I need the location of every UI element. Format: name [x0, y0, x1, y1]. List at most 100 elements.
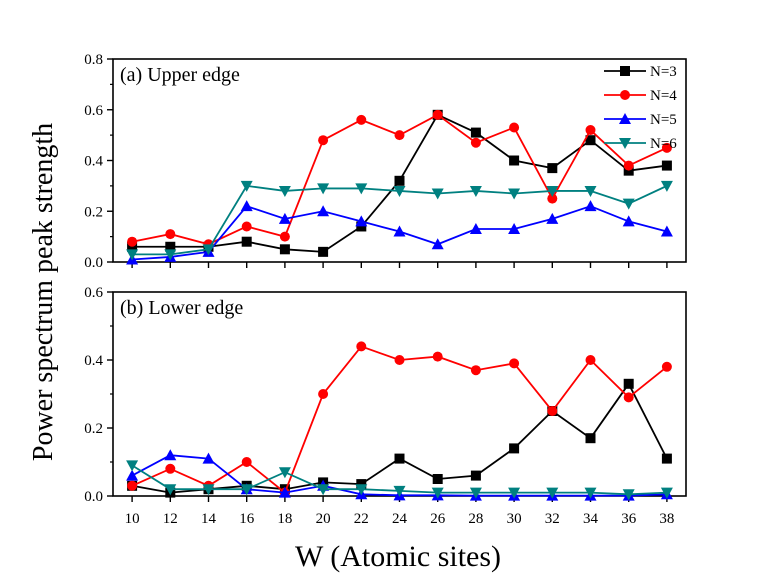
legend-marker: [620, 90, 630, 100]
data-point: [356, 479, 367, 490]
data-point: [165, 229, 176, 240]
legend: N=3 N=4 N=5 N=6: [604, 64, 677, 152]
data-point: [279, 231, 290, 242]
data-point: [279, 244, 290, 255]
data-point: [278, 185, 291, 197]
data-point: [394, 453, 405, 464]
y-tick-label: 0.2: [84, 421, 103, 437]
series-n3: [127, 378, 672, 498]
series-n6: [126, 460, 673, 501]
data-point: [278, 486, 291, 498]
data-point: [126, 249, 139, 261]
legend-label: N=5: [650, 112, 677, 128]
data-point: [356, 114, 367, 125]
data-point: [431, 188, 444, 200]
data-point: [356, 221, 367, 232]
data-point: [584, 185, 597, 197]
data-point: [469, 223, 482, 235]
data-point: [240, 484, 253, 496]
data-point: [165, 463, 176, 474]
data-point: [164, 249, 177, 261]
data-point: [164, 484, 177, 496]
data-point: [509, 155, 520, 166]
data-point: [202, 244, 215, 256]
data-point: [509, 443, 520, 454]
data-point: [318, 135, 329, 146]
y-tick-label: 0.8: [84, 52, 103, 68]
data-point: [546, 487, 559, 499]
data-point: [585, 135, 596, 146]
legend-marker: [620, 66, 630, 76]
data-point: [432, 474, 443, 484]
data-point: [508, 188, 521, 200]
data-point: [509, 122, 520, 133]
data-point: [547, 163, 558, 174]
panel-title: (a) Upper edge: [120, 64, 240, 86]
series-n4: [127, 341, 672, 498]
data-point: [241, 457, 252, 467]
data-point: [660, 180, 673, 192]
data-point: [469, 185, 482, 197]
data-point: [660, 487, 673, 499]
legend-item: N=5: [604, 112, 677, 128]
y-tick-label: 0.2: [84, 204, 103, 220]
legend-marker: [619, 138, 631, 149]
x-tick-label: 26: [430, 511, 446, 527]
data-point: [661, 453, 672, 464]
data-point: [317, 484, 330, 496]
data-point: [623, 160, 634, 171]
data-point: [127, 236, 138, 247]
x-tick-label: 16: [239, 511, 255, 527]
data-point: [355, 183, 368, 195]
data-point: [393, 485, 406, 497]
y-tick-label: 0.6: [84, 103, 103, 119]
legend-item: N=6: [604, 136, 677, 152]
x-tick-label: 18: [277, 511, 292, 527]
data-point: [547, 406, 558, 416]
x-tick-label: 34: [583, 511, 599, 527]
panel-lower-edge: 0.0 0.2 0.4 0.6 10 12 14 16 18 20 22 24 26 28 30 32 34 36…: [84, 285, 687, 527]
panel-title: (b) Lower edge: [120, 297, 243, 319]
data-point: [623, 165, 634, 176]
data-point: [431, 238, 444, 250]
y-tick-label: 0.0: [84, 489, 103, 505]
data-point: [584, 200, 597, 212]
x-tick-label: 32: [545, 511, 560, 527]
data-point: [623, 392, 634, 403]
x-tick-label: 38: [659, 511, 674, 527]
series-n4: [127, 109, 672, 250]
data-point: [470, 127, 481, 138]
data-point: [202, 452, 215, 464]
data-point: [165, 241, 176, 252]
y-tick-label: 0.4: [84, 154, 103, 170]
data-point: [470, 137, 481, 148]
x-tick-label: 20: [316, 511, 331, 527]
plot-frame: [112, 291, 687, 497]
data-point: [241, 221, 252, 232]
data-point: [432, 351, 443, 362]
y-tick-label: 0.6: [84, 285, 103, 301]
data-point: [660, 225, 673, 237]
legend-label: N=6: [650, 136, 677, 152]
data-point: [164, 449, 177, 461]
data-point: [126, 469, 139, 481]
data-point: [317, 205, 330, 217]
data-point: [584, 487, 597, 499]
y-tick-label: 0.0: [84, 255, 103, 271]
x-tick-label: 10: [125, 511, 140, 527]
data-point: [317, 183, 330, 195]
data-point: [547, 193, 558, 204]
data-point: [240, 200, 253, 212]
data-point: [355, 484, 368, 496]
data-point: [623, 378, 634, 389]
x-tick-label: 12: [163, 511, 178, 527]
data-point: [278, 467, 291, 479]
x-tick-label: 14: [201, 511, 217, 527]
series-line: [131, 345, 668, 495]
data-point: [508, 487, 521, 499]
legend-label: N=4: [650, 88, 677, 104]
legend-label: N=3: [650, 64, 677, 80]
data-point: [318, 389, 329, 399]
data-point: [622, 489, 635, 501]
